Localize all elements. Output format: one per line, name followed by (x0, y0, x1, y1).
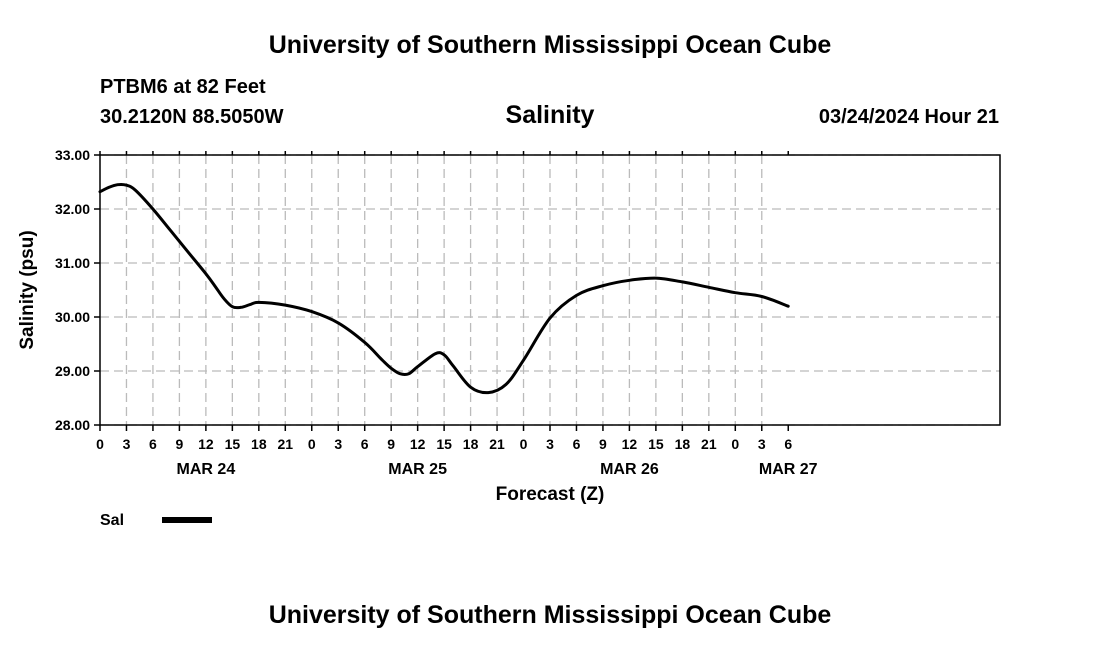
series-layer (98, 182, 790, 395)
y-axis-title: Salinity (psu) (17, 230, 38, 349)
y-tick-label: 33.00 (55, 147, 90, 163)
x-tick-label: 18 (463, 436, 479, 452)
y-tick-label: 32.00 (55, 201, 90, 217)
y-tick-label: 31.00 (55, 255, 90, 271)
x-tick-label: 0 (308, 436, 316, 452)
axis-layer: 28.00 29.00 30.00 31.00 32.00 33.00 0 3 6 9 12 15 18… (55, 147, 818, 478)
y-tick-label: 30.00 (55, 309, 90, 325)
station-coordinates: 30.2120N 88.5050W (100, 106, 284, 128)
day-label: MAR 27 (759, 461, 818, 478)
y-tick-label: 28.00 (55, 417, 90, 433)
grid-lines (100, 154, 1000, 426)
x-tick-label: 3 (758, 436, 766, 452)
series-line (98, 182, 790, 395)
x-tick-label: 6 (361, 436, 369, 452)
x-tick-label: 0 (520, 436, 528, 452)
parameter-title: Salinity (505, 101, 595, 129)
x-tick-label: 21 (701, 436, 717, 452)
x-tick-label: 21 (489, 436, 505, 452)
x-tick-label: 12 (622, 436, 638, 452)
x-tick-label: 6 (784, 436, 792, 452)
y-tick-label: 29.00 (55, 363, 90, 379)
x-tick-label: 18 (251, 436, 267, 452)
x-tick-label: 6 (149, 436, 157, 452)
station-label: PTBM6 at 82 Feet (100, 76, 266, 98)
x-tick-label: 3 (546, 436, 554, 452)
x-tick-label: 0 (96, 436, 104, 452)
x-tick-label: 9 (599, 436, 607, 452)
x-tick-label: 15 (436, 436, 452, 452)
x-tick-label: 3 (334, 436, 342, 452)
x-tick-label: 3 (123, 436, 131, 452)
x-tick-label: 6 (573, 436, 581, 452)
footer-title: University of Southern Mississippi Ocean… (268, 601, 832, 629)
x-tick-label: 9 (176, 436, 184, 452)
legend-label: Sal (100, 512, 124, 529)
x-axis-title: Forecast (Z) (496, 484, 605, 505)
forecast-datetime: 03/24/2024 Hour 21 (818, 106, 999, 128)
x-tick-label: 18 (675, 436, 691, 452)
chart-title: University of Southern Mississippi Ocean… (268, 31, 832, 59)
x-tick-label: 0 (731, 436, 739, 452)
day-label: MAR 25 (388, 461, 447, 478)
x-tick-label: 9 (387, 436, 395, 452)
x-tick-label: 15 (225, 436, 241, 452)
legend: Sal (100, 512, 212, 529)
x-tick-label: 21 (278, 436, 294, 452)
x-tick-label: 12 (410, 436, 426, 452)
x-tick-label: 15 (648, 436, 664, 452)
day-label: MAR 26 (600, 461, 659, 478)
day-label: MAR 24 (177, 461, 236, 478)
x-tick-label: 12 (198, 436, 214, 452)
